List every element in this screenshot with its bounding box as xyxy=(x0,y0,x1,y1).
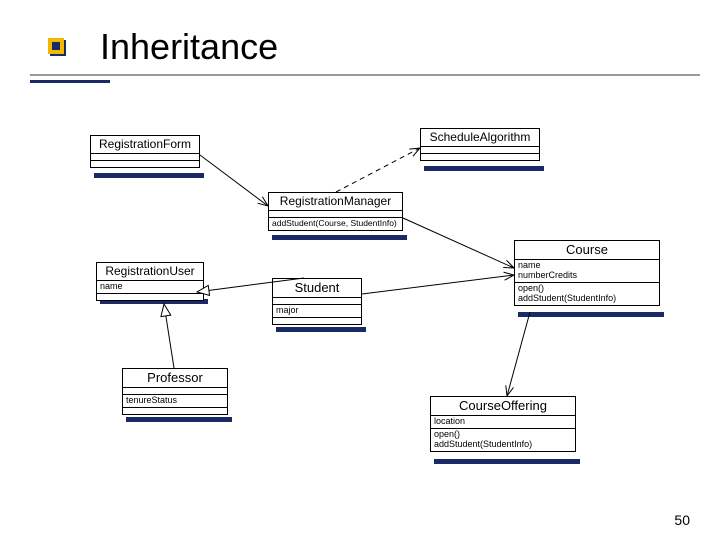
class-ops xyxy=(97,293,203,300)
class-attrs xyxy=(269,210,402,217)
class-professor: Professor tenureStatus xyxy=(122,368,228,415)
class-ops xyxy=(91,160,199,167)
class-ops xyxy=(273,317,361,324)
box-shadow xyxy=(424,166,544,171)
page-number: 50 xyxy=(674,512,690,528)
title-underline xyxy=(30,74,700,76)
class-registration-user: RegistrationUser name xyxy=(96,262,204,301)
inherit-line xyxy=(164,304,174,368)
box-shadow xyxy=(434,459,580,464)
class-name: Course xyxy=(515,241,659,259)
class-attrs xyxy=(91,153,199,160)
class-name: ScheduleAlgorithm xyxy=(421,129,539,146)
class-ops: open() addStudent(StudentInfo) xyxy=(515,282,659,305)
slide-title: Inheritance xyxy=(100,26,278,68)
box-shadow xyxy=(272,235,407,240)
class-empty xyxy=(273,297,361,304)
class-student: Student major xyxy=(272,278,362,325)
class-attrs: location xyxy=(431,415,575,428)
class-attrs: tenureStatus xyxy=(123,394,227,407)
class-name: RegistrationManager xyxy=(269,193,402,210)
class-course: Course name numberCredits open() addStud… xyxy=(514,240,660,306)
class-name: CourseOffering xyxy=(431,397,575,415)
assoc-line xyxy=(362,275,514,294)
class-ops xyxy=(421,153,539,160)
box-shadow xyxy=(518,312,664,317)
class-name: Student xyxy=(273,279,361,297)
title-bullet-icon xyxy=(48,38,64,54)
title-underline-accent xyxy=(30,80,110,83)
class-attrs: name xyxy=(97,280,203,293)
class-attrs: name numberCredits xyxy=(515,259,659,282)
op: addStudent(StudentInfo) xyxy=(434,440,572,450)
class-registration-manager: RegistrationManager addStudent(Course, S… xyxy=(268,192,403,231)
class-attrs: major xyxy=(273,304,361,317)
box-shadow xyxy=(94,173,204,178)
assoc-line xyxy=(200,155,268,206)
class-ops xyxy=(123,407,227,414)
attr: numberCredits xyxy=(518,271,656,281)
class-name: RegistrationUser xyxy=(97,263,203,280)
class-name: Professor xyxy=(123,369,227,387)
class-schedule-algorithm: ScheduleAlgorithm xyxy=(420,128,540,161)
box-shadow xyxy=(126,417,232,422)
class-registration-form: RegistrationForm xyxy=(90,135,200,168)
assoc-line xyxy=(507,312,530,396)
op: addStudent(StudentInfo) xyxy=(518,294,656,304)
class-name: RegistrationForm xyxy=(91,136,199,153)
box-shadow xyxy=(276,327,366,332)
class-course-offering: CourseOffering location open() addStuden… xyxy=(430,396,576,452)
assoc-line xyxy=(403,218,514,268)
class-ops: addStudent(Course, StudentInfo) xyxy=(269,217,402,229)
dependency-line xyxy=(336,148,420,192)
class-ops: open() addStudent(StudentInfo) xyxy=(431,428,575,451)
class-attrs xyxy=(421,146,539,153)
class-empty xyxy=(123,387,227,394)
